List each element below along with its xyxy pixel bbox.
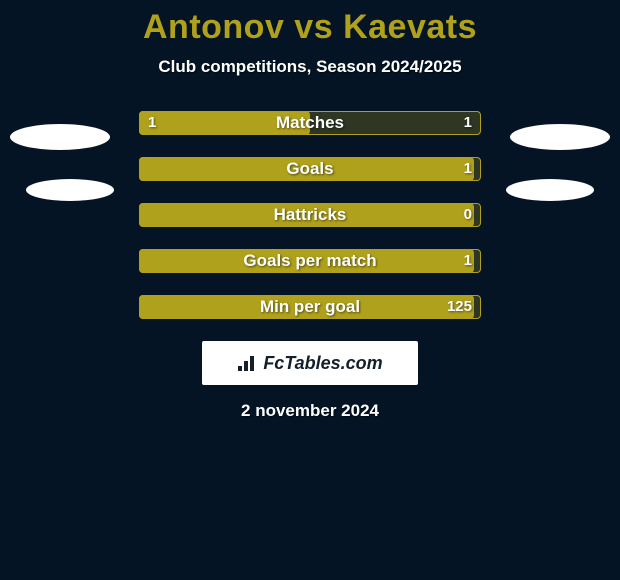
page-subtitle: Club competitions, Season 2024/2025 xyxy=(0,57,620,77)
date-label: 2 november 2024 xyxy=(0,401,620,421)
brand-text: FcTables.com xyxy=(237,353,382,374)
bar-fill xyxy=(139,203,474,227)
bar-fill xyxy=(139,295,474,319)
brand-label: FcTables.com xyxy=(263,353,382,374)
comparison-chart: 1 1 Matches 1 Goals 0 Hattricks 1 Goals … xyxy=(0,111,620,319)
stat-value-right: 0 xyxy=(464,203,472,227)
stat-value-right: 1 xyxy=(464,249,472,273)
stat-row: 125 Min per goal xyxy=(0,295,620,319)
stat-row: 1 1 Matches xyxy=(0,111,620,135)
page-root: Antonov vs Kaevats Club competitions, Se… xyxy=(0,0,620,580)
player-shadow-ellipse xyxy=(26,179,114,201)
stat-value-right: 1 xyxy=(464,157,472,181)
bars-icon xyxy=(237,354,259,372)
page-title: Antonov vs Kaevats xyxy=(0,0,620,47)
bar-fill xyxy=(139,111,310,135)
bar-fill xyxy=(139,157,474,181)
stat-value-right: 125 xyxy=(447,295,472,319)
stat-row: 1 Goals per match xyxy=(0,249,620,273)
bar-fill xyxy=(139,249,474,273)
player-shadow-ellipse xyxy=(506,179,594,201)
stat-value-left: 1 xyxy=(148,111,156,135)
stat-row: 1 Goals xyxy=(0,157,620,181)
stat-row: 0 Hattricks xyxy=(0,203,620,227)
brand-badge: FcTables.com xyxy=(202,341,418,385)
stat-value-right: 1 xyxy=(464,111,472,135)
